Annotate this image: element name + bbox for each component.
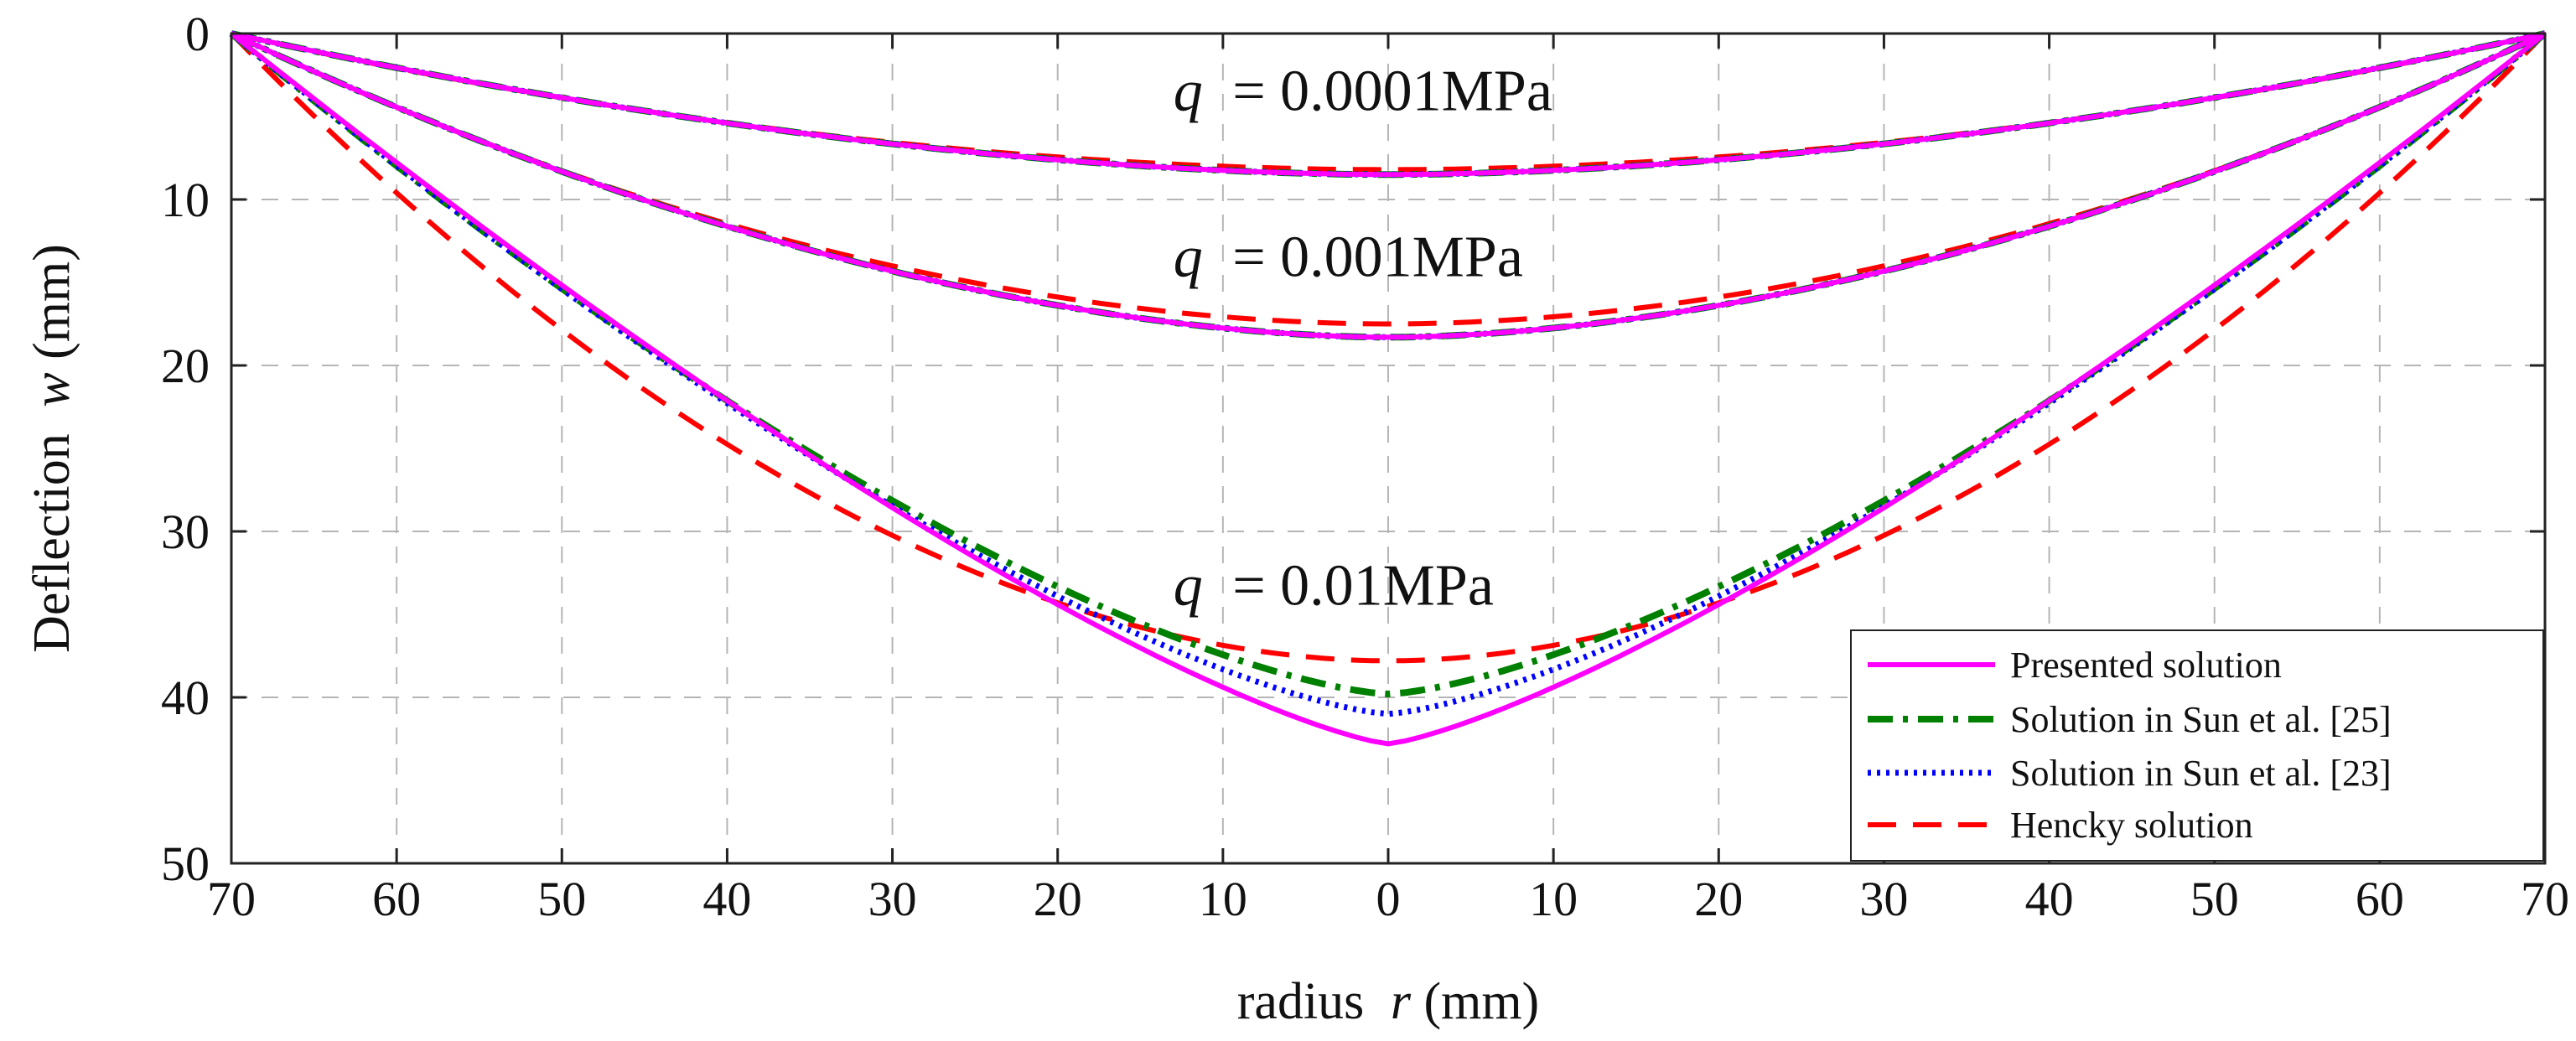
legend-label-sun23: Solution in Sun et al. [23] <box>2010 753 2392 794</box>
y-axis-title: Deflection w (mm) <box>23 244 80 653</box>
x-tick-label: 70 <box>207 872 256 926</box>
annotation-var: q <box>1174 225 1203 289</box>
x-tick-label: 40 <box>702 872 751 926</box>
legend-label-presented: Presented solution <box>2010 645 2282 686</box>
x-axis-unit: (mm) <box>1423 973 1539 1030</box>
series-line-solid-0.01MPa <box>230 31 2547 747</box>
y-tick-label: 10 <box>161 173 210 227</box>
series-line-dotted-0.01MPa <box>229 31 2547 717</box>
annotation-text: = 0.01MPa <box>1232 553 1494 618</box>
x-tick-label: 40 <box>2025 872 2074 926</box>
x-tick-label: 20 <box>1694 872 1743 926</box>
series-line-dashdot-0.01MPa <box>229 30 2547 697</box>
y-tick-label: 0 <box>185 7 210 61</box>
annotation-load-0.0001: q = 0.0001MPa <box>1174 59 1552 123</box>
y-axis-unit: (mm) <box>23 244 80 360</box>
x-tick-label: 20 <box>1034 872 1082 926</box>
y-tick-label: 30 <box>161 505 210 559</box>
x-tick-label: 10 <box>1199 872 1247 926</box>
series-line-solid-0.0001MPa <box>231 31 2546 178</box>
legend-label-hencky: Hencky solution <box>2010 805 2253 846</box>
label-layer: 70 60 50 40 30 20 10 0 10 20 30 40 50 60 70 0 10 20 30 40 50 <box>161 7 2569 926</box>
x-tick-label: 50 <box>537 872 586 926</box>
annotation-load-0.01: q = 0.01MPa <box>1174 553 1494 618</box>
x-tick-label: 70 <box>2521 872 2569 926</box>
x-axis-label: radius <box>1237 973 1365 1030</box>
y-axis-label: Deflection <box>23 433 80 653</box>
x-tick-label: 60 <box>372 872 421 926</box>
annotations: q = 0.0001MPa q = 0.001MPa q = 0.01MPa <box>1174 59 1552 618</box>
annotation-var: q <box>1174 553 1203 618</box>
y-tick-label: 50 <box>161 836 210 891</box>
y-tick-label: 20 <box>161 339 210 393</box>
x-tick-label: 0 <box>1376 872 1401 926</box>
legend-label-sun25: Solution in Sun et al. [25] <box>2010 699 2392 740</box>
x-tick-label: 30 <box>1859 872 1908 926</box>
legend: Presented solution Solution in Sun et al… <box>1850 629 2544 862</box>
x-axis-title: radius r (mm) <box>1237 973 1539 1030</box>
curve-layer <box>229 30 2547 747</box>
x-tick-label: 30 <box>868 872 917 926</box>
annotation-text: = 0.001MPa <box>1232 225 1523 289</box>
y-axis-var: w <box>23 372 80 407</box>
series-line-solid-0.001MPa <box>230 31 2547 340</box>
x-tick-label: 50 <box>2190 872 2239 926</box>
annotation-load-0.001: q = 0.001MPa <box>1174 225 1523 289</box>
y-tick-label: 40 <box>161 671 210 725</box>
x-tick-label: 60 <box>2356 872 2404 926</box>
annotation-text: = 0.0001MPa <box>1232 59 1552 123</box>
x-tick-label: 10 <box>1529 872 1578 926</box>
tick-layer <box>230 32 2547 865</box>
x-axis-var: r <box>1391 973 1412 1030</box>
series-line-dashed-0.01MPa <box>229 31 2547 664</box>
annotation-var: q <box>1174 59 1203 123</box>
